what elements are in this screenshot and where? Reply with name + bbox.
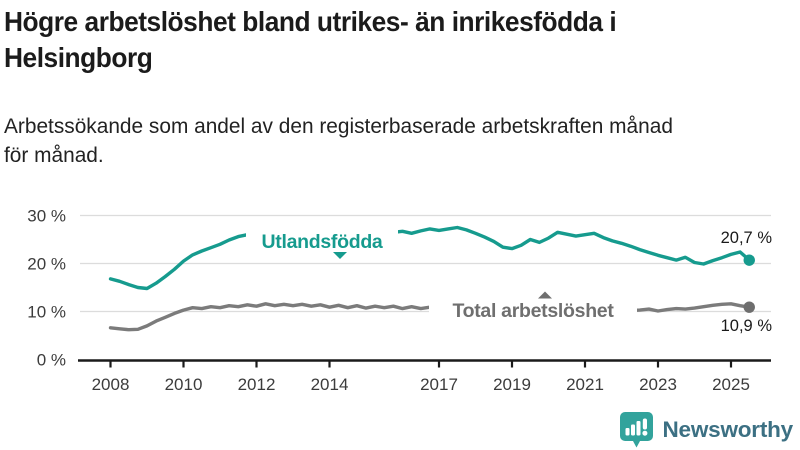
label-pointer-up-icon <box>538 291 552 299</box>
label-pointer-down-icon <box>333 252 347 259</box>
x-tick-label: 2025 <box>712 375 750 394</box>
x-tick-label: 2014 <box>311 375 349 394</box>
x-tick-label: 2017 <box>420 375 458 394</box>
total-end-dot <box>743 301 755 313</box>
x-tick-label: 2021 <box>566 375 604 394</box>
x-tick-label: 2010 <box>165 375 203 394</box>
utlandsfodda-end-dot <box>743 254 755 266</box>
y-tick-label: 30 % <box>27 207 66 226</box>
y-axis-labels: 0 % 10 % 20 % 30 % <box>27 207 66 370</box>
end-value-utlandsfodda: 20,7 % <box>721 229 773 247</box>
series-label-total: Total arbetslöshet <box>452 300 614 322</box>
series-label-backgrounds <box>246 227 637 324</box>
total-label-bg <box>429 298 637 324</box>
utlandsfodda-label-bg <box>246 227 398 253</box>
newsworthy-bubble-chart-icon <box>620 412 654 448</box>
x-tick-label: 2023 <box>639 375 677 394</box>
x-tick-label: 2012 <box>238 375 276 394</box>
chart-subtitle: Arbetssökande som andel av den registerb… <box>4 114 673 167</box>
chart-title: Högre arbetslöshet bland utrikes- än inr… <box>4 6 617 73</box>
x-axis-labels: 2008 2010 2012 2014 2017 2019 2021 2023 2025 <box>92 375 750 394</box>
utlandsfodda-line <box>108 225 751 291</box>
newsworthy-logo: Newsworthy <box>619 411 793 448</box>
y-tick-label: 10 % <box>27 303 66 322</box>
x-axis <box>78 359 771 368</box>
x-tick-label: 2019 <box>493 375 531 394</box>
end-value-total: 10,9 % <box>721 317 773 335</box>
y-tick-label: 20 % <box>27 255 66 274</box>
y-tick-label: 0 % <box>37 351 66 370</box>
newsworthy-logo-text: Newsworthy <box>662 416 793 442</box>
series-end-dots <box>743 254 755 313</box>
x-tick-label: 2008 <box>92 375 130 394</box>
series-label-utlandsfodda: Utlandsfödda <box>262 231 383 253</box>
